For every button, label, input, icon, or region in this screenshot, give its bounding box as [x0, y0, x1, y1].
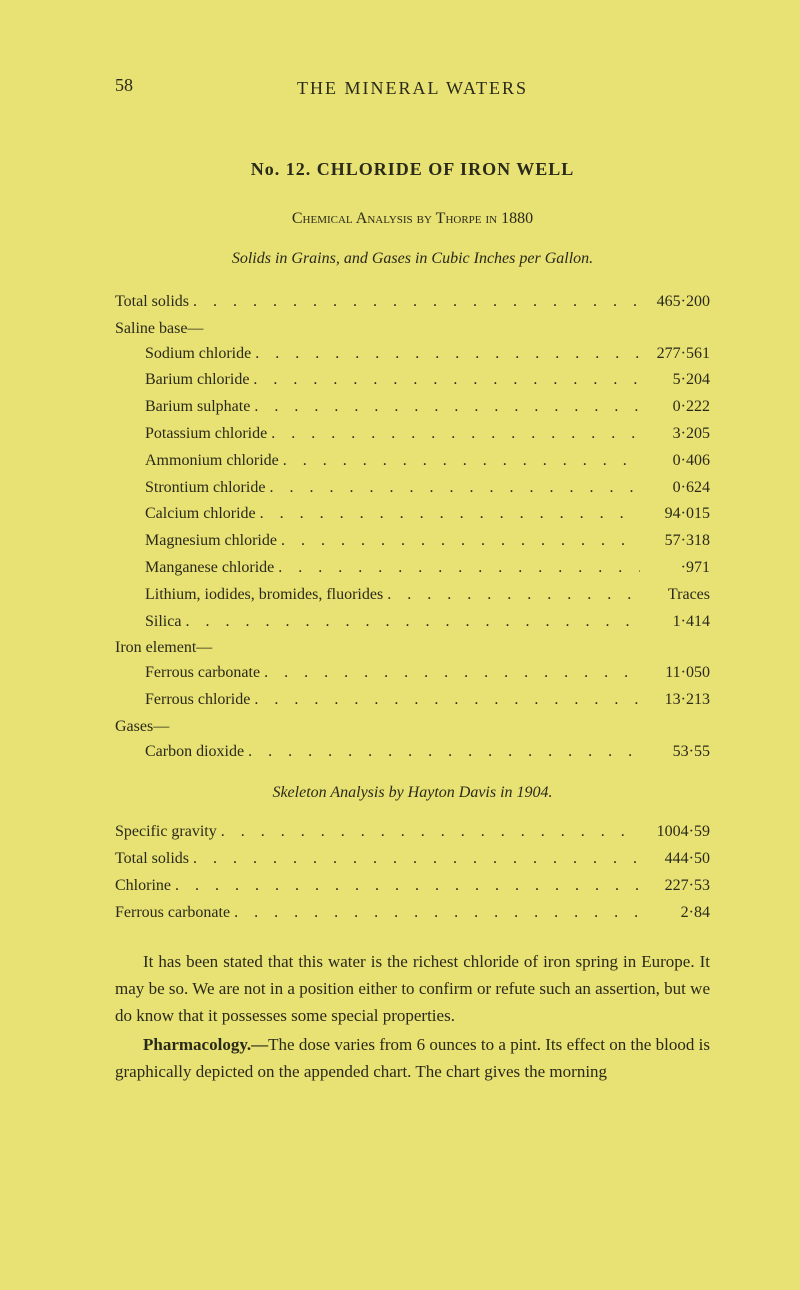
row-value: 53·55: [640, 740, 710, 765]
table-row: Barium chloride. . . . . . . . . . . . .…: [115, 368, 710, 393]
leader-dots: . . . . . . . . . . . . . . . . . . . . …: [230, 901, 640, 926]
leader-dots: . . . . . . . . . . . . . . . . . . . . …: [256, 502, 640, 527]
paragraph: Pharmacology.—The dose varies from 6 oun…: [115, 1031, 710, 1085]
row-label: Ferrous chloride: [115, 688, 250, 713]
row-label: Barium chloride: [115, 368, 249, 393]
table-row: Ferrous carbonate. . . . . . . . . . . .…: [115, 901, 710, 926]
table-row: Potassium chloride. . . . . . . . . . . …: [115, 422, 710, 447]
table-row: Ferrous carbonate. . . . . . . . . . . .…: [115, 661, 710, 686]
row-label: Barium sulphate: [115, 395, 250, 420]
leader-dots: . . . . . . . . . . . . . . . . . . . . …: [250, 395, 640, 420]
table-section-label: Gases—: [115, 715, 710, 740]
leader-dots: . . . . . . . . . . . . . . . . . . . . …: [250, 688, 640, 713]
table-row: Ammonium chloride. . . . . . . . . . . .…: [115, 449, 710, 474]
row-label: Carbon dioxide: [115, 740, 244, 765]
table-row: Calcium chloride. . . . . . . . . . . . …: [115, 502, 710, 527]
row-label: Total solids: [115, 290, 189, 315]
leader-dots: . . . . . . . . . . . . . . . . . . . . …: [189, 290, 640, 315]
table-row: Silica. . . . . . . . . . . . . . . . . …: [115, 610, 710, 635]
row-label: Silica: [115, 610, 181, 635]
table-row: Total solids. . . . . . . . . . . . . . …: [115, 847, 710, 872]
leader-dots: . . . . . . . . . . . . . . . . . . . . …: [244, 740, 640, 765]
leader-dots: . . . . . . . . . . . . . . . . . . . . …: [274, 556, 640, 581]
row-value: 0·406: [640, 449, 710, 474]
table-row: Ferrous chloride. . . . . . . . . . . . …: [115, 688, 710, 713]
leader-dots: . . . . . . . . . . . . . . . . . . . . …: [383, 583, 640, 608]
table-row: Magnesium chloride. . . . . . . . . . . …: [115, 529, 710, 554]
leader-dots: . . . . . . . . . . . . . . . . . . . . …: [277, 529, 640, 554]
row-label: Ferrous carbonate: [115, 901, 230, 926]
leader-dots: . . . . . . . . . . . . . . . . . . . . …: [279, 449, 640, 474]
row-label: Sodium chloride: [115, 342, 251, 367]
analysis-subtitle: Chemical Analysis by Thorpe in 1880: [115, 210, 710, 228]
row-value: 277·561: [640, 342, 710, 367]
table-row: Specific gravity. . . . . . . . . . . . …: [115, 820, 710, 845]
row-label: Ammonium chloride: [115, 449, 279, 474]
table-row: Barium sulphate. . . . . . . . . . . . .…: [115, 395, 710, 420]
leader-dots: . . . . . . . . . . . . . . . . . . . . …: [181, 610, 640, 635]
table-row: Strontium chloride. . . . . . . . . . . …: [115, 476, 710, 501]
row-label: Specific gravity: [115, 820, 217, 845]
table-row: Chlorine. . . . . . . . . . . . . . . . …: [115, 874, 710, 899]
table-row: Sodium chloride. . . . . . . . . . . . .…: [115, 342, 710, 367]
running-header: THE MINERAL WATERS: [115, 78, 710, 99]
document-title: No. 12. CHLORIDE OF IRON WELL: [115, 159, 710, 180]
row-label: Manganese chloride: [115, 556, 274, 581]
page-number: 58: [115, 75, 133, 96]
leader-dots: . . . . . . . . . . . . . . . . . . . . …: [265, 476, 640, 501]
row-value: 5·204: [640, 368, 710, 393]
body-text: It has been stated that this water is th…: [115, 948, 710, 1086]
row-value: 2·84: [640, 901, 710, 926]
table-row: Carbon dioxide. . . . . . . . . . . . . …: [115, 740, 710, 765]
row-value: 1004·59: [640, 820, 710, 845]
paragraph: It has been stated that this water is th…: [115, 948, 710, 1030]
leader-dots: . . . . . . . . . . . . . . . . . . . . …: [217, 820, 640, 845]
row-value: 94·015: [640, 502, 710, 527]
leader-dots: . . . . . . . . . . . . . . . . . . . . …: [171, 874, 640, 899]
table-section-label: Saline base—: [115, 317, 710, 342]
leader-dots: . . . . . . . . . . . . . . . . . . . . …: [189, 847, 640, 872]
row-value: Traces: [640, 583, 710, 608]
row-value: 0·222: [640, 395, 710, 420]
row-value: 11·050: [640, 661, 710, 686]
leader-dots: . . . . . . . . . . . . . . . . . . . . …: [267, 422, 640, 447]
row-label: Lithium, iodides, bromides, fluorides: [115, 583, 383, 608]
table-row: Total solids. . . . . . . . . . . . . . …: [115, 290, 710, 315]
solids-description: Solids in Grains, and Gases in Cubic Inc…: [115, 250, 710, 268]
analysis-table-1: Total solids. . . . . . . . . . . . . . …: [115, 290, 710, 764]
row-label: Chlorine: [115, 874, 171, 899]
row-value: 444·50: [640, 847, 710, 872]
row-label: Strontium chloride: [115, 476, 265, 501]
row-value: 3·205: [640, 422, 710, 447]
row-value: 1·414: [640, 610, 710, 635]
row-label: Ferrous carbonate: [115, 661, 260, 686]
row-value: 0·624: [640, 476, 710, 501]
leader-dots: . . . . . . . . . . . . . . . . . . . . …: [251, 342, 640, 367]
row-label: Magnesium chloride: [115, 529, 277, 554]
table-row: Manganese chloride. . . . . . . . . . . …: [115, 556, 710, 581]
row-label: Calcium chloride: [115, 502, 256, 527]
row-value: 13·213: [640, 688, 710, 713]
row-label: Potassium chloride: [115, 422, 267, 447]
leader-dots: . . . . . . . . . . . . . . . . . . . . …: [249, 368, 640, 393]
analysis-table-2: Specific gravity. . . . . . . . . . . . …: [115, 820, 710, 925]
row-value: 227·53: [640, 874, 710, 899]
row-value: ·971: [640, 556, 710, 581]
skeleton-title: Skeleton Analysis by Hayton Davis in 190…: [115, 784, 710, 802]
table-section-label: Iron element—: [115, 636, 710, 661]
row-value: 465·200: [640, 290, 710, 315]
leader-dots: . . . . . . . . . . . . . . . . . . . . …: [260, 661, 640, 686]
row-value: 57·318: [640, 529, 710, 554]
row-label: Total solids: [115, 847, 189, 872]
paragraph-lead: Pharmacology.—: [143, 1035, 268, 1054]
table-row: Lithium, iodides, bromides, fluorides. .…: [115, 583, 710, 608]
